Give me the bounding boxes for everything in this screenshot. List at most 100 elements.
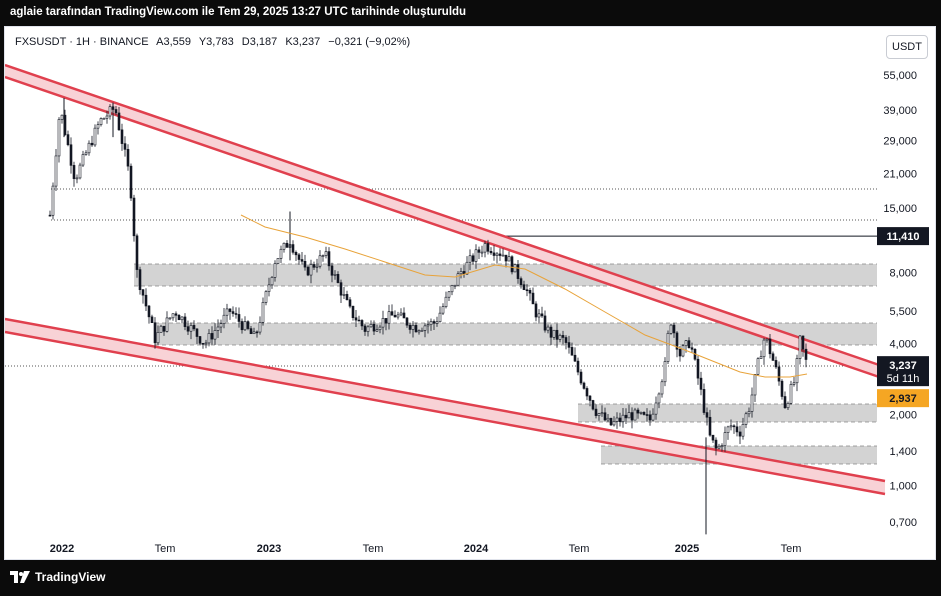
upper-channel-fill (5, 65, 885, 379)
candle-body (561, 335, 565, 338)
candle-body (525, 289, 529, 292)
high-value: Y3,783 (198, 36, 234, 48)
candle-body (48, 214, 52, 217)
candle-body (636, 409, 640, 414)
candle-body (399, 312, 403, 316)
candle-body (390, 311, 394, 316)
candle-body (258, 321, 262, 333)
candle-body (93, 127, 97, 146)
upper-channel-lower (5, 75, 886, 381)
level-price-label: 11,410 (886, 231, 919, 243)
candle-body (717, 445, 721, 449)
candle-body (438, 312, 442, 323)
candle-body (645, 414, 649, 416)
brand-name: TradingView (35, 570, 106, 584)
candle-body (240, 321, 244, 331)
candle-body (249, 328, 253, 335)
candle-body (630, 412, 634, 421)
candle-body (618, 417, 622, 422)
candle-body (420, 330, 424, 332)
candle-body (534, 303, 538, 318)
candle-body (402, 312, 406, 319)
lower-channel-lower (5, 330, 886, 496)
lower-channel-fill (5, 319, 885, 494)
candle-body (291, 244, 295, 253)
y-axis-tick-label: 21,000 (883, 169, 917, 181)
candle-body (333, 274, 337, 276)
candle-body (120, 129, 124, 144)
candle-body (231, 311, 235, 314)
tradingview-logo-icon (10, 571, 30, 583)
candle-body (795, 358, 799, 384)
tradingview-logo[interactable]: TradingView (10, 570, 105, 584)
candle-body (141, 289, 145, 296)
candle-body (585, 388, 589, 397)
candle-body (750, 394, 754, 412)
candle-body (486, 243, 490, 252)
chart-panel[interactable]: 55,000 39,000 29,000 21,000 15,000 8,000 5,500… (4, 26, 936, 560)
x-axis-tick-label: Tem (781, 543, 802, 555)
y-axis-tick-label: 55,000 (883, 70, 917, 82)
candle-body (234, 313, 238, 315)
candle-body (132, 197, 136, 237)
candle-body (756, 358, 760, 375)
candle-body (537, 313, 541, 318)
candle-body (276, 258, 280, 264)
candle-body (726, 426, 730, 433)
candle-body (642, 412, 646, 415)
candle-body (315, 265, 319, 268)
candle-body (408, 324, 412, 330)
candle-body (762, 339, 766, 358)
candle-body (330, 265, 334, 276)
price-chart[interactable]: 55,000 39,000 29,000 21,000 15,000 8,000 5,500… (5, 27, 936, 560)
close-value: K3,237 (285, 36, 321, 48)
candle-body (396, 314, 400, 318)
candle-body (582, 382, 586, 389)
footer-bar: TradingView (0, 560, 941, 596)
candle-body (672, 324, 676, 334)
candle-body (189, 325, 193, 332)
open-value: A3,559 (156, 36, 191, 48)
candle-body (732, 425, 736, 428)
candle-body (294, 252, 298, 256)
candle-body (588, 395, 592, 401)
candle-body (468, 255, 472, 263)
candle-body (417, 330, 421, 333)
candle-body (798, 335, 802, 359)
ma-price-label: 2,937 (889, 393, 917, 405)
candle-body (90, 142, 94, 146)
moving-average-line (240, 214, 808, 378)
candle-body (216, 326, 220, 331)
candle-body (99, 118, 103, 125)
candle-body (621, 414, 625, 422)
candle-body (72, 165, 76, 179)
candle-body (198, 336, 202, 344)
candle-body (75, 177, 79, 180)
candle-body (327, 251, 331, 267)
candle-body (108, 106, 112, 117)
candle-body (279, 248, 283, 259)
candle-body (78, 164, 82, 179)
candle-body (228, 308, 232, 312)
candle-body (528, 290, 532, 294)
candle-body (786, 402, 790, 409)
candle-body (651, 413, 655, 421)
candle-body (573, 354, 577, 362)
candle-body (483, 243, 487, 253)
candle-body (183, 316, 187, 327)
candle-body (435, 321, 439, 324)
currency-button[interactable]: USDT (886, 35, 928, 59)
candle-body (744, 413, 748, 425)
candle-body (597, 413, 601, 416)
candle-body (594, 408, 598, 416)
candle-body (273, 263, 277, 278)
candle-body (570, 347, 574, 356)
candle-body (567, 342, 571, 348)
candle-body (489, 251, 493, 254)
candle-body (204, 342, 208, 345)
candle-body (360, 320, 364, 327)
candle-body (153, 322, 157, 344)
candle-body (252, 331, 256, 335)
y-axis-tick-label: 15,000 (883, 203, 917, 215)
symbol-label[interactable]: FXSUSDT · 1H · BINANCE (15, 36, 149, 48)
